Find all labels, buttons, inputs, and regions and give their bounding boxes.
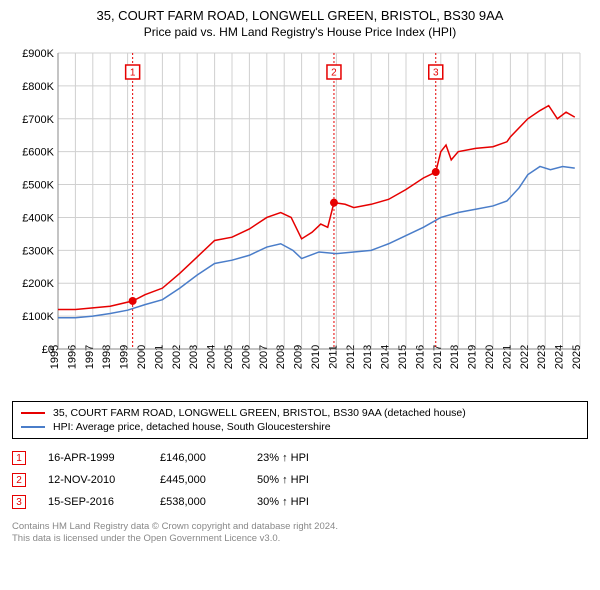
svg-text:2018: 2018 [449,345,461,369]
svg-text:£400K: £400K [22,212,54,224]
event-date: 15-SEP-2016 [48,496,138,508]
svg-text:2009: 2009 [293,345,305,369]
events-table: 1 16-APR-1999 £146,000 23% ↑ HPI 2 12-NOV-201… [12,447,588,513]
svg-text:2019: 2019 [467,345,479,369]
event-diff: 23% ↑ HPI [257,452,309,464]
svg-text:2024: 2024 [554,345,566,369]
svg-text:2013: 2013 [362,345,374,369]
chart-area: £0£100K£200K£300K£400K£500K£600K£700K£80… [12,45,588,395]
event-row: 3 15-SEP-2016 £538,000 30% ↑ HPI [12,491,588,513]
legend: 35, COURT FARM ROAD, LONGWELL GREEN, BRI… [12,401,588,439]
chart-subtitle: Price paid vs. HM Land Registry's House … [12,25,588,39]
event-marker-icon: 2 [12,473,26,487]
footer-line-2: This data is licensed under the Open Gov… [12,533,588,545]
svg-text:£500K: £500K [22,180,54,192]
svg-text:2000: 2000 [136,345,148,369]
event-row: 2 12-NOV-2010 £445,000 50% ↑ HPI [12,469,588,491]
event-diff: 30% ↑ HPI [257,496,309,508]
event-price: £538,000 [160,496,235,508]
svg-text:1999: 1999 [119,345,131,369]
svg-text:2003: 2003 [188,345,200,369]
title-block: 35, COURT FARM ROAD, LONGWELL GREEN, BRI… [12,8,588,39]
svg-text:3: 3 [433,68,439,79]
svg-text:2005: 2005 [223,345,235,369]
svg-text:2016: 2016 [414,345,426,369]
legend-row: HPI: Average price, detached house, Sout… [21,420,579,434]
svg-text:1997: 1997 [84,345,96,369]
svg-text:2001: 2001 [153,345,165,369]
svg-text:2015: 2015 [397,345,409,369]
event-date: 16-APR-1999 [48,452,138,464]
legend-label: HPI: Average price, detached house, Sout… [53,421,331,433]
svg-text:2023: 2023 [536,345,548,369]
svg-text:2004: 2004 [206,345,218,369]
event-price: £445,000 [160,474,235,486]
svg-text:£200K: £200K [22,278,54,290]
svg-text:£800K: £800K [22,81,54,93]
legend-row: 35, COURT FARM ROAD, LONGWELL GREEN, BRI… [21,406,579,420]
svg-text:2017: 2017 [432,345,444,369]
svg-text:2021: 2021 [501,345,513,369]
svg-text:2012: 2012 [345,345,357,369]
event-marker-icon: 1 [12,451,26,465]
legend-label: 35, COURT FARM ROAD, LONGWELL GREEN, BRI… [53,407,466,419]
svg-text:2007: 2007 [258,345,270,369]
legend-swatch [21,412,45,414]
svg-text:£700K: £700K [22,114,54,126]
event-marker-icon: 3 [12,495,26,509]
legend-swatch [21,426,45,428]
chart-container: 35, COURT FARM ROAD, LONGWELL GREEN, BRI… [0,0,600,590]
svg-text:1996: 1996 [66,345,78,369]
svg-text:2: 2 [331,68,337,79]
event-diff: 50% ↑ HPI [257,474,309,486]
svg-text:2006: 2006 [240,345,252,369]
svg-text:2014: 2014 [380,345,392,369]
svg-text:2010: 2010 [310,345,322,369]
event-price: £146,000 [160,452,235,464]
svg-text:2002: 2002 [171,345,183,369]
svg-text:1998: 1998 [101,345,113,369]
footer-attribution: Contains HM Land Registry data © Crown c… [12,521,588,546]
chart-title: 35, COURT FARM ROAD, LONGWELL GREEN, BRI… [12,8,588,23]
svg-text:1995: 1995 [49,345,61,369]
svg-text:2022: 2022 [519,345,531,369]
event-row: 1 16-APR-1999 £146,000 23% ↑ HPI [12,447,588,469]
svg-text:2025: 2025 [571,345,583,369]
svg-text:£300K: £300K [22,245,54,257]
svg-text:2020: 2020 [484,345,496,369]
footer-line-1: Contains HM Land Registry data © Crown c… [12,521,588,533]
svg-text:£100K: £100K [22,311,54,323]
line-chart-svg: £0£100K£200K£300K£400K£500K£600K£700K£80… [12,45,588,395]
svg-text:£900K: £900K [22,48,54,60]
svg-text:1: 1 [130,68,136,79]
svg-text:2008: 2008 [275,345,287,369]
event-date: 12-NOV-2010 [48,474,138,486]
svg-text:£600K: £600K [22,147,54,159]
